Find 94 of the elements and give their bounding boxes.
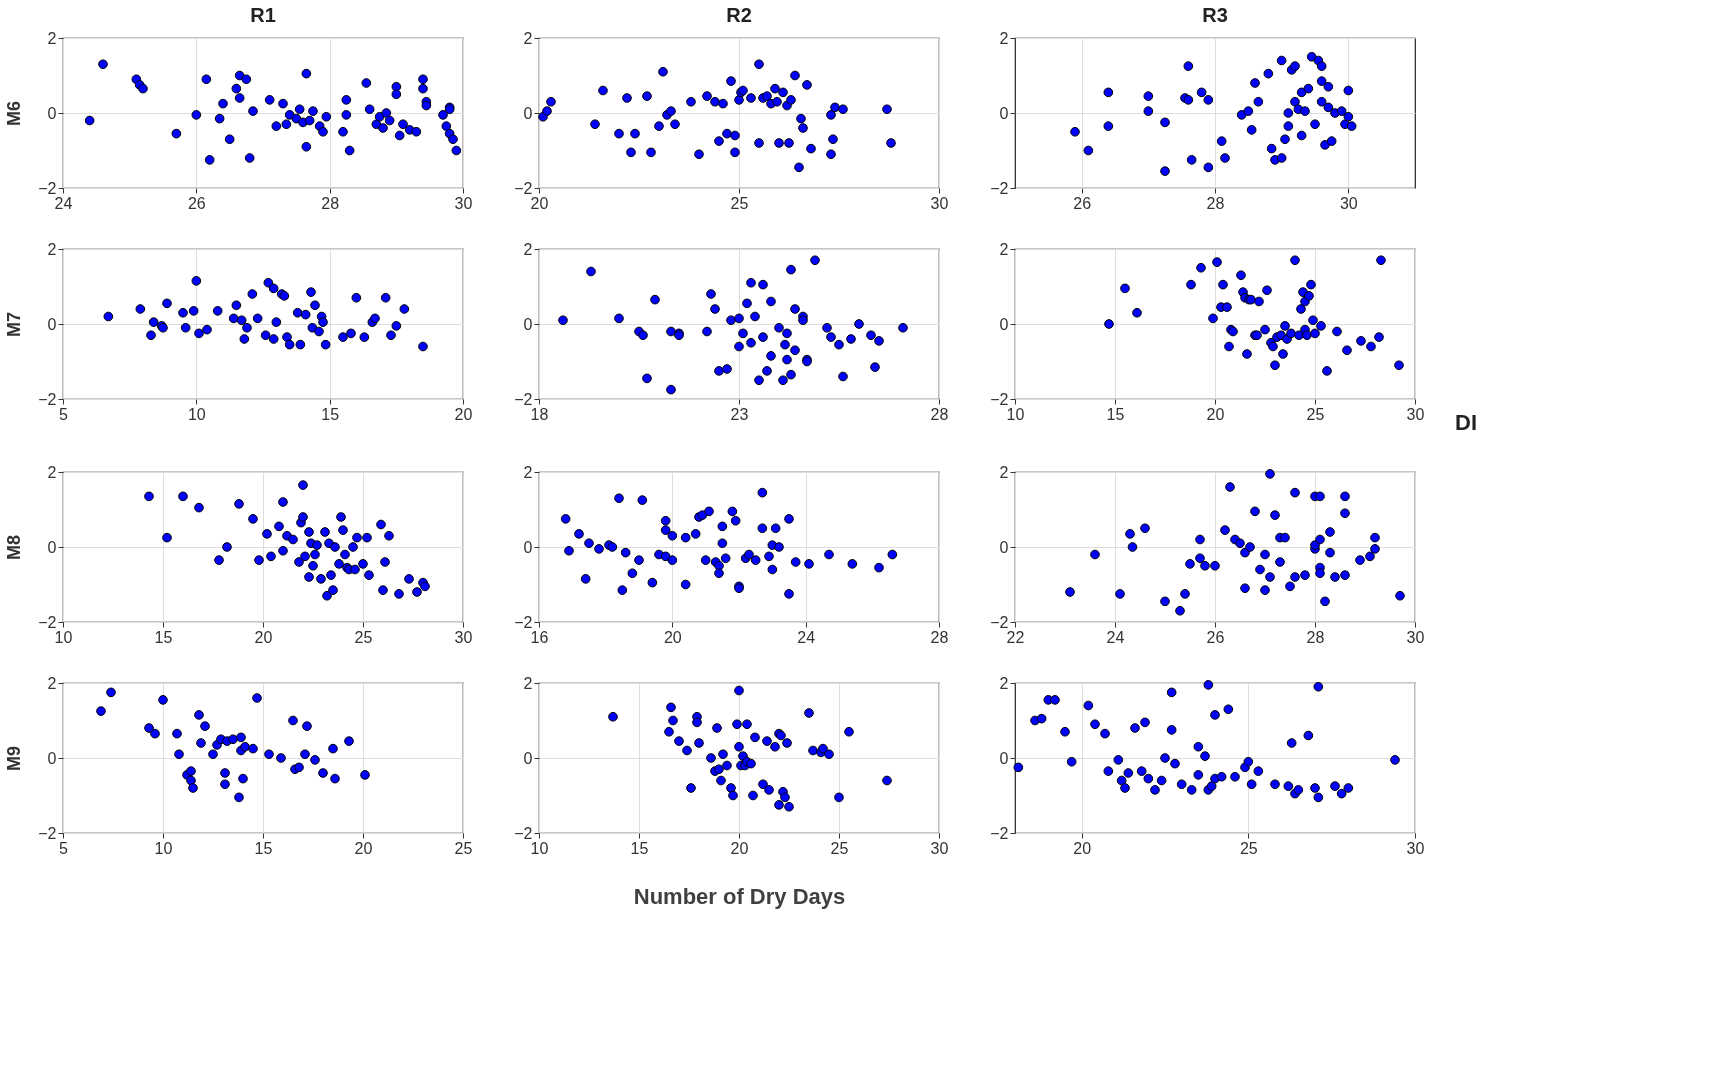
y-tick-label: 0 [999, 749, 1009, 767]
y-tick-label: −2 [38, 390, 57, 408]
y-tick-label: 0 [47, 104, 57, 122]
x-tick-label: 25 [454, 839, 473, 857]
chart-title: R1 [250, 4, 276, 26]
y-tick-label: 0 [523, 315, 533, 333]
x-tick-label: 30 [1406, 628, 1425, 646]
x-tick-label: 30 [930, 194, 949, 212]
y-tick-label: −2 [514, 824, 533, 842]
y-tick-label: 0 [47, 315, 57, 333]
x-tick-label: 24 [54, 194, 73, 212]
x-tick-label: 24 [797, 628, 816, 646]
y-tick-label: −2 [514, 613, 533, 631]
y-tick-label: 2 [523, 29, 533, 47]
x-tick-label: 15 [254, 839, 273, 857]
x-tick-label: 15 [1106, 405, 1125, 423]
x-tick-label: 30 [454, 194, 473, 212]
x-tick-label: 18 [530, 405, 549, 423]
x-tick-label: 20 [454, 405, 473, 423]
x-tick-label: 10 [54, 628, 73, 646]
y-tick-label: 2 [523, 674, 533, 692]
x-tick-label: 30 [1406, 839, 1425, 857]
x-tick-label: 26 [1206, 628, 1225, 646]
x-tick-label: 23 [730, 405, 749, 423]
x-tick-label: 26 [187, 194, 206, 212]
x-tick-label: 28 [1206, 194, 1225, 212]
x-tick-label: 5 [59, 405, 69, 423]
x-tick-label: 30 [454, 628, 473, 646]
y-tick-label: −2 [990, 824, 1009, 842]
x-tick-label: 28 [930, 405, 949, 423]
y-tick-label: 2 [999, 240, 1009, 258]
y-axis-title: M7 [4, 311, 25, 338]
x-tick-label: 15 [321, 405, 340, 423]
x-tick-label: 30 [1339, 194, 1358, 212]
y-tick-label: −2 [990, 179, 1009, 197]
chart-title: R2 [726, 4, 752, 26]
x-tick-label: 15 [154, 628, 173, 646]
y-tick-label: 2 [47, 29, 57, 47]
y-tick-label: −2 [514, 390, 533, 408]
x-tick-label: 25 [830, 839, 849, 857]
y-tick-label: 2 [47, 240, 57, 258]
x-tick-label: 30 [930, 839, 949, 857]
x-tick-label: 20 [1206, 405, 1225, 423]
y-tick-label: 2 [523, 240, 533, 258]
x-tick-label: 26 [1073, 194, 1092, 212]
y-tick-label: 2 [47, 674, 57, 692]
y-tick-label: 2 [47, 463, 57, 481]
x-tick-label: 28 [321, 194, 340, 212]
x-tick-label: 10 [187, 405, 206, 423]
x-tick-label: 25 [1306, 405, 1325, 423]
y-tick-label: −2 [990, 390, 1009, 408]
y2-axis-title: DI [1455, 410, 1477, 435]
x-tick-label: 20 [663, 628, 682, 646]
y-tick-label: 0 [523, 749, 533, 767]
x-tick-label: 15 [630, 839, 649, 857]
x-tick-label: 30 [1406, 405, 1425, 423]
x-tick-label: 20 [254, 628, 273, 646]
y-tick-label: 0 [47, 538, 57, 556]
y-tick-label: 2 [999, 29, 1009, 47]
y-axis-title: M9 [4, 745, 25, 772]
x-tick-label: 10 [154, 839, 173, 857]
x-tick-label: 28 [930, 628, 949, 646]
x-tick-label: 28 [1306, 628, 1325, 646]
chart-title: R3 [1202, 4, 1228, 26]
y-tick-label: −2 [514, 179, 533, 197]
x-tick-label: 10 [530, 839, 549, 857]
x-tick-label: 20 [530, 194, 549, 212]
x-tick-label: 22 [1006, 628, 1025, 646]
x-tick-label: 25 [730, 194, 749, 212]
y-tick-label: 0 [999, 538, 1009, 556]
x-tick-label: 25 [1239, 839, 1258, 857]
y-tick-label: 2 [999, 463, 1009, 481]
y-tick-label: 0 [523, 104, 533, 122]
y-axis-title: M6 [4, 100, 25, 127]
y-tick-label: −2 [38, 613, 57, 631]
y-tick-label: −2 [38, 824, 57, 842]
x-axis-title: Number of Dry Days [633, 883, 846, 909]
x-tick-label: 20 [354, 839, 373, 857]
y-tick-label: 2 [999, 674, 1009, 692]
x-tick-label: 10 [1006, 405, 1025, 423]
y-tick-label: −2 [990, 613, 1009, 631]
y-axis-title: M8 [4, 534, 25, 561]
y-tick-label: −2 [38, 179, 57, 197]
y-tick-label: 0 [999, 315, 1009, 333]
x-tick-label: 5 [59, 839, 69, 857]
y-tick-label: 0 [523, 538, 533, 556]
x-tick-label: 25 [354, 628, 373, 646]
x-tick-label: 20 [730, 839, 749, 857]
x-tick-label: 16 [530, 628, 549, 646]
x-tick-label: 24 [1106, 628, 1125, 646]
x-tick-label: 20 [1073, 839, 1092, 857]
y-tick-label: 0 [47, 749, 57, 767]
y-tick-label: 2 [523, 463, 533, 481]
y-tick-label: 0 [999, 104, 1009, 122]
